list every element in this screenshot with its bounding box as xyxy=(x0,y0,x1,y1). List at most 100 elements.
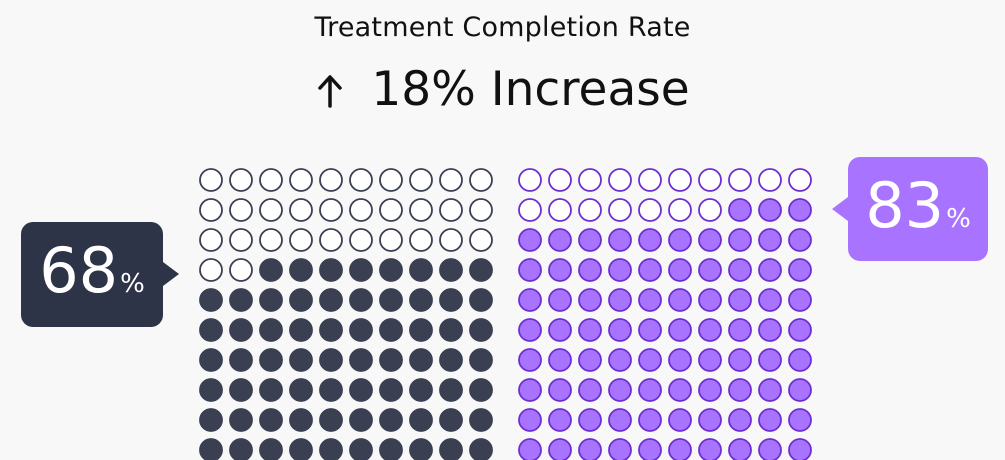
waffle-dot-filled xyxy=(199,318,223,342)
waffle-dot-filled xyxy=(319,378,343,402)
waffle-dot-empty xyxy=(379,198,403,222)
waffle-dot-filled xyxy=(548,228,572,252)
waffle-dot-filled xyxy=(788,438,812,460)
waffle-dot-filled xyxy=(548,348,572,372)
waffle-dot-empty xyxy=(788,168,812,192)
waffle-dot-filled xyxy=(758,318,782,342)
waffle-dot-filled xyxy=(469,438,493,460)
waffle-dot-filled xyxy=(608,318,632,342)
waffle-dot-filled xyxy=(698,288,722,312)
waffle-dot-filled xyxy=(728,348,752,372)
waffle-dot-filled xyxy=(578,438,602,460)
waffle-dot-filled xyxy=(518,378,542,402)
waffle-dot-filled xyxy=(728,438,752,460)
waffle-dot-filled xyxy=(698,258,722,282)
waffle-dot-filled xyxy=(409,348,433,372)
waffle-dot-filled xyxy=(608,258,632,282)
waffle-dot-filled xyxy=(409,408,433,432)
waffle-dot-filled xyxy=(229,288,253,312)
waffle-dot-filled xyxy=(608,288,632,312)
waffle-dot-empty xyxy=(698,198,722,222)
waffle-dot-filled xyxy=(638,348,662,372)
waffle-dot-filled xyxy=(788,198,812,222)
waffle-dot-filled xyxy=(319,408,343,432)
waffle-dot-filled xyxy=(638,408,662,432)
waffle-dot-filled xyxy=(409,288,433,312)
waffle-dot-empty xyxy=(439,228,463,252)
waffle-dot-filled xyxy=(698,318,722,342)
waffle-dot-filled xyxy=(289,258,313,282)
waffle-dot-filled xyxy=(758,198,782,222)
waffle-dot-filled xyxy=(379,378,403,402)
waffle-dot-filled xyxy=(259,438,283,460)
waffle-dot-filled xyxy=(379,288,403,312)
waffle-dot-filled xyxy=(289,378,313,402)
waffle-dot-filled xyxy=(578,408,602,432)
waffle-dot-filled xyxy=(319,288,343,312)
waffle-dot-filled xyxy=(758,288,782,312)
waffle-dot-filled xyxy=(698,438,722,460)
waffle-dot-filled xyxy=(788,288,812,312)
waffle-dot-filled xyxy=(199,288,223,312)
waffle-dot-filled xyxy=(259,348,283,372)
waffle-dot-filled xyxy=(698,408,722,432)
waffle-dot-filled xyxy=(289,288,313,312)
waffle-dot-empty xyxy=(409,228,433,252)
waffle-dot-filled xyxy=(548,288,572,312)
waffle-dot-empty xyxy=(578,168,602,192)
callout-right-value: 83 xyxy=(865,169,945,242)
waffle-dot-empty xyxy=(319,228,343,252)
waffle-dot-filled xyxy=(518,258,542,282)
waffle-dot-filled xyxy=(548,438,572,460)
waffle-dot-filled xyxy=(379,438,403,460)
waffle-dot-filled xyxy=(229,378,253,402)
waffle-dot-filled xyxy=(259,318,283,342)
waffle-dot-filled xyxy=(728,408,752,432)
waffle-dot-filled xyxy=(409,258,433,282)
waffle-dot-filled xyxy=(518,438,542,460)
waffle-dot-filled xyxy=(608,438,632,460)
waffle-dot-filled xyxy=(548,258,572,282)
waffle-dot-filled xyxy=(469,408,493,432)
waffle-dot-filled xyxy=(379,408,403,432)
waffle-dot-filled xyxy=(788,378,812,402)
waffle-dot-filled xyxy=(668,408,692,432)
waffle-dot-filled xyxy=(469,348,493,372)
waffle-dot-filled xyxy=(259,408,283,432)
waffle-dot-empty xyxy=(608,198,632,222)
waffle-dot-filled xyxy=(668,318,692,342)
waffle-dot-filled xyxy=(409,438,433,460)
waffle-dot-filled xyxy=(229,348,253,372)
waffle-dot-filled xyxy=(439,348,463,372)
waffle-dot-filled xyxy=(668,378,692,402)
waffle-dot-filled xyxy=(319,258,343,282)
waffle-dot-filled xyxy=(469,258,493,282)
chart-title: Treatment Completion Rate xyxy=(314,12,691,43)
waffle-dot-empty xyxy=(758,168,782,192)
waffle-dot-filled xyxy=(578,288,602,312)
waffle-dot-filled xyxy=(439,318,463,342)
waffle-dot-filled xyxy=(199,348,223,372)
waffle-dot-filled xyxy=(518,288,542,312)
waffle-dot-filled xyxy=(289,318,313,342)
waffle-dot-filled xyxy=(758,348,782,372)
waffle-dot-filled xyxy=(229,438,253,460)
waffle-dot-filled xyxy=(469,378,493,402)
waffle-dot-filled xyxy=(409,318,433,342)
callout-right-pointer xyxy=(832,197,848,221)
waffle-dot-filled xyxy=(638,378,662,402)
waffle-dot-filled xyxy=(578,258,602,282)
waffle-dot-empty xyxy=(379,168,403,192)
waffle-dot-filled xyxy=(439,408,463,432)
waffle-dot-empty xyxy=(319,198,343,222)
waffle-dot-filled xyxy=(728,318,752,342)
waffle-dot-filled xyxy=(439,288,463,312)
waffle-dot-filled xyxy=(379,348,403,372)
waffle-dot-empty xyxy=(638,198,662,222)
waffle-dot-filled xyxy=(469,318,493,342)
waffle-dot-filled xyxy=(548,408,572,432)
waffle-dot-filled xyxy=(259,258,283,282)
waffle-grid-1 xyxy=(199,168,493,460)
waffle-dot-filled xyxy=(728,258,752,282)
waffle-dot-filled xyxy=(199,438,223,460)
